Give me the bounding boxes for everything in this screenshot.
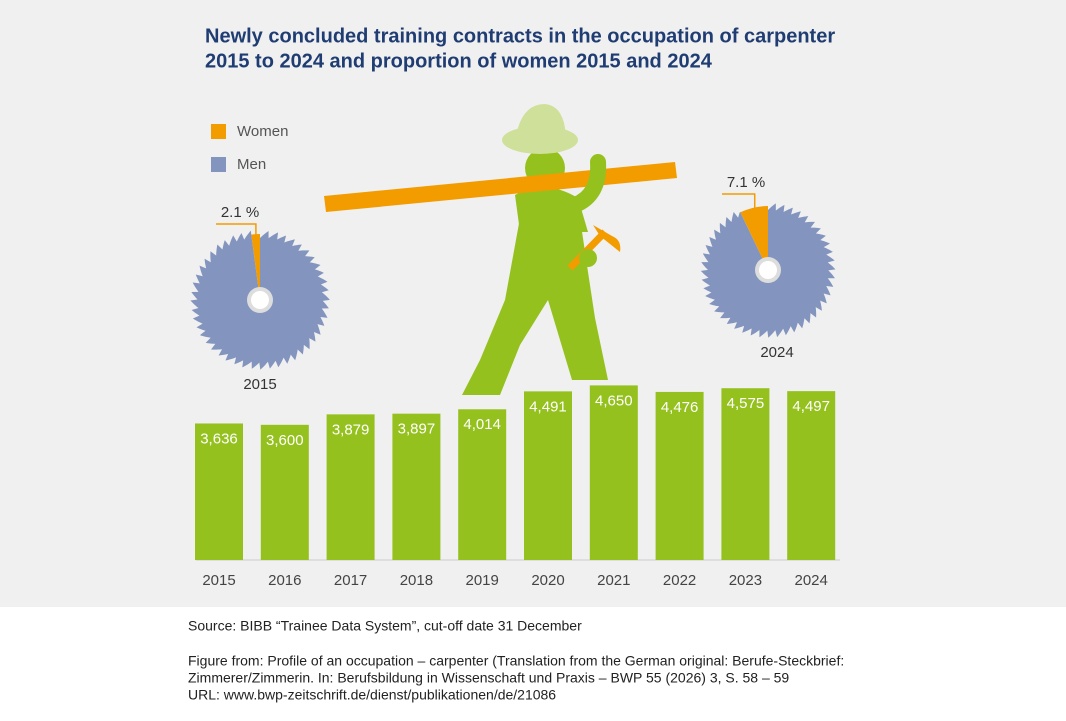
- citation: Figure from: Profile of an occupation – …: [188, 653, 844, 669]
- chart-title: Newly concluded training contracts in th…: [205, 25, 835, 47]
- x-tick-label: 2015: [202, 572, 235, 589]
- bar-value-label: 4,497: [792, 398, 830, 415]
- bar-value-label: 3,636: [200, 430, 238, 447]
- bar: [787, 391, 836, 560]
- bar: [458, 409, 507, 560]
- pie-value-label: 7.1 %: [727, 174, 765, 191]
- hub: [251, 291, 269, 309]
- x-tick-label: 2021: [597, 572, 630, 589]
- x-tick-label: 2019: [466, 572, 499, 589]
- pie-value-label: 2.1 %: [221, 204, 259, 221]
- bar-value-label: 4,014: [463, 416, 501, 433]
- x-tick-label: 2020: [531, 572, 564, 589]
- bar-value-label: 4,491: [529, 398, 567, 415]
- carpenter-figure: [324, 104, 677, 395]
- bar-value-label: 4,650: [595, 392, 633, 409]
- bar: [524, 391, 572, 560]
- source: Source: BIBB “Trainee Data System”, cut-…: [188, 618, 582, 634]
- bar: [260, 424, 309, 560]
- bar-value-label: 3,600: [266, 432, 304, 449]
- bar: [655, 391, 704, 560]
- bar-value-label: 3,897: [398, 421, 436, 438]
- x-tick-label: 2018: [400, 572, 433, 589]
- bar: [392, 413, 441, 560]
- pie-slice: [251, 234, 260, 300]
- x-tick-label: 2023: [729, 572, 762, 589]
- x-tick-label: 2022: [663, 572, 696, 589]
- bar: [589, 385, 638, 560]
- bar-value-label: 3,879: [332, 421, 370, 438]
- x-tick-label: 2024: [795, 572, 828, 589]
- citation: URL: www.bwp-zeitschrift.de/dienst/publi…: [188, 687, 556, 703]
- legend-swatch: [211, 157, 226, 172]
- citation: Zimmerer/Zimmerin. In: Berufsbildung in …: [188, 670, 789, 686]
- bar: [326, 414, 375, 560]
- legend-label: Men: [237, 156, 266, 173]
- bar: [195, 423, 243, 560]
- label-leader: [722, 193, 756, 212]
- label-leader: [216, 223, 257, 239]
- x-tick-label: 2017: [334, 572, 367, 589]
- bar: [721, 388, 770, 560]
- pie-label: 2024: [760, 344, 793, 361]
- legend-swatch: [211, 124, 226, 139]
- hub: [759, 261, 777, 279]
- legend-label: Women: [237, 123, 288, 140]
- pie-label: 2015: [243, 376, 276, 393]
- x-tick-label: 2016: [268, 572, 301, 589]
- bar-value-label: 4,476: [661, 399, 699, 416]
- chart-title: 2015 to 2024 and proportion of women 201…: [205, 50, 713, 72]
- bar-value-label: 4,575: [727, 395, 765, 412]
- pie-slice: [740, 206, 768, 270]
